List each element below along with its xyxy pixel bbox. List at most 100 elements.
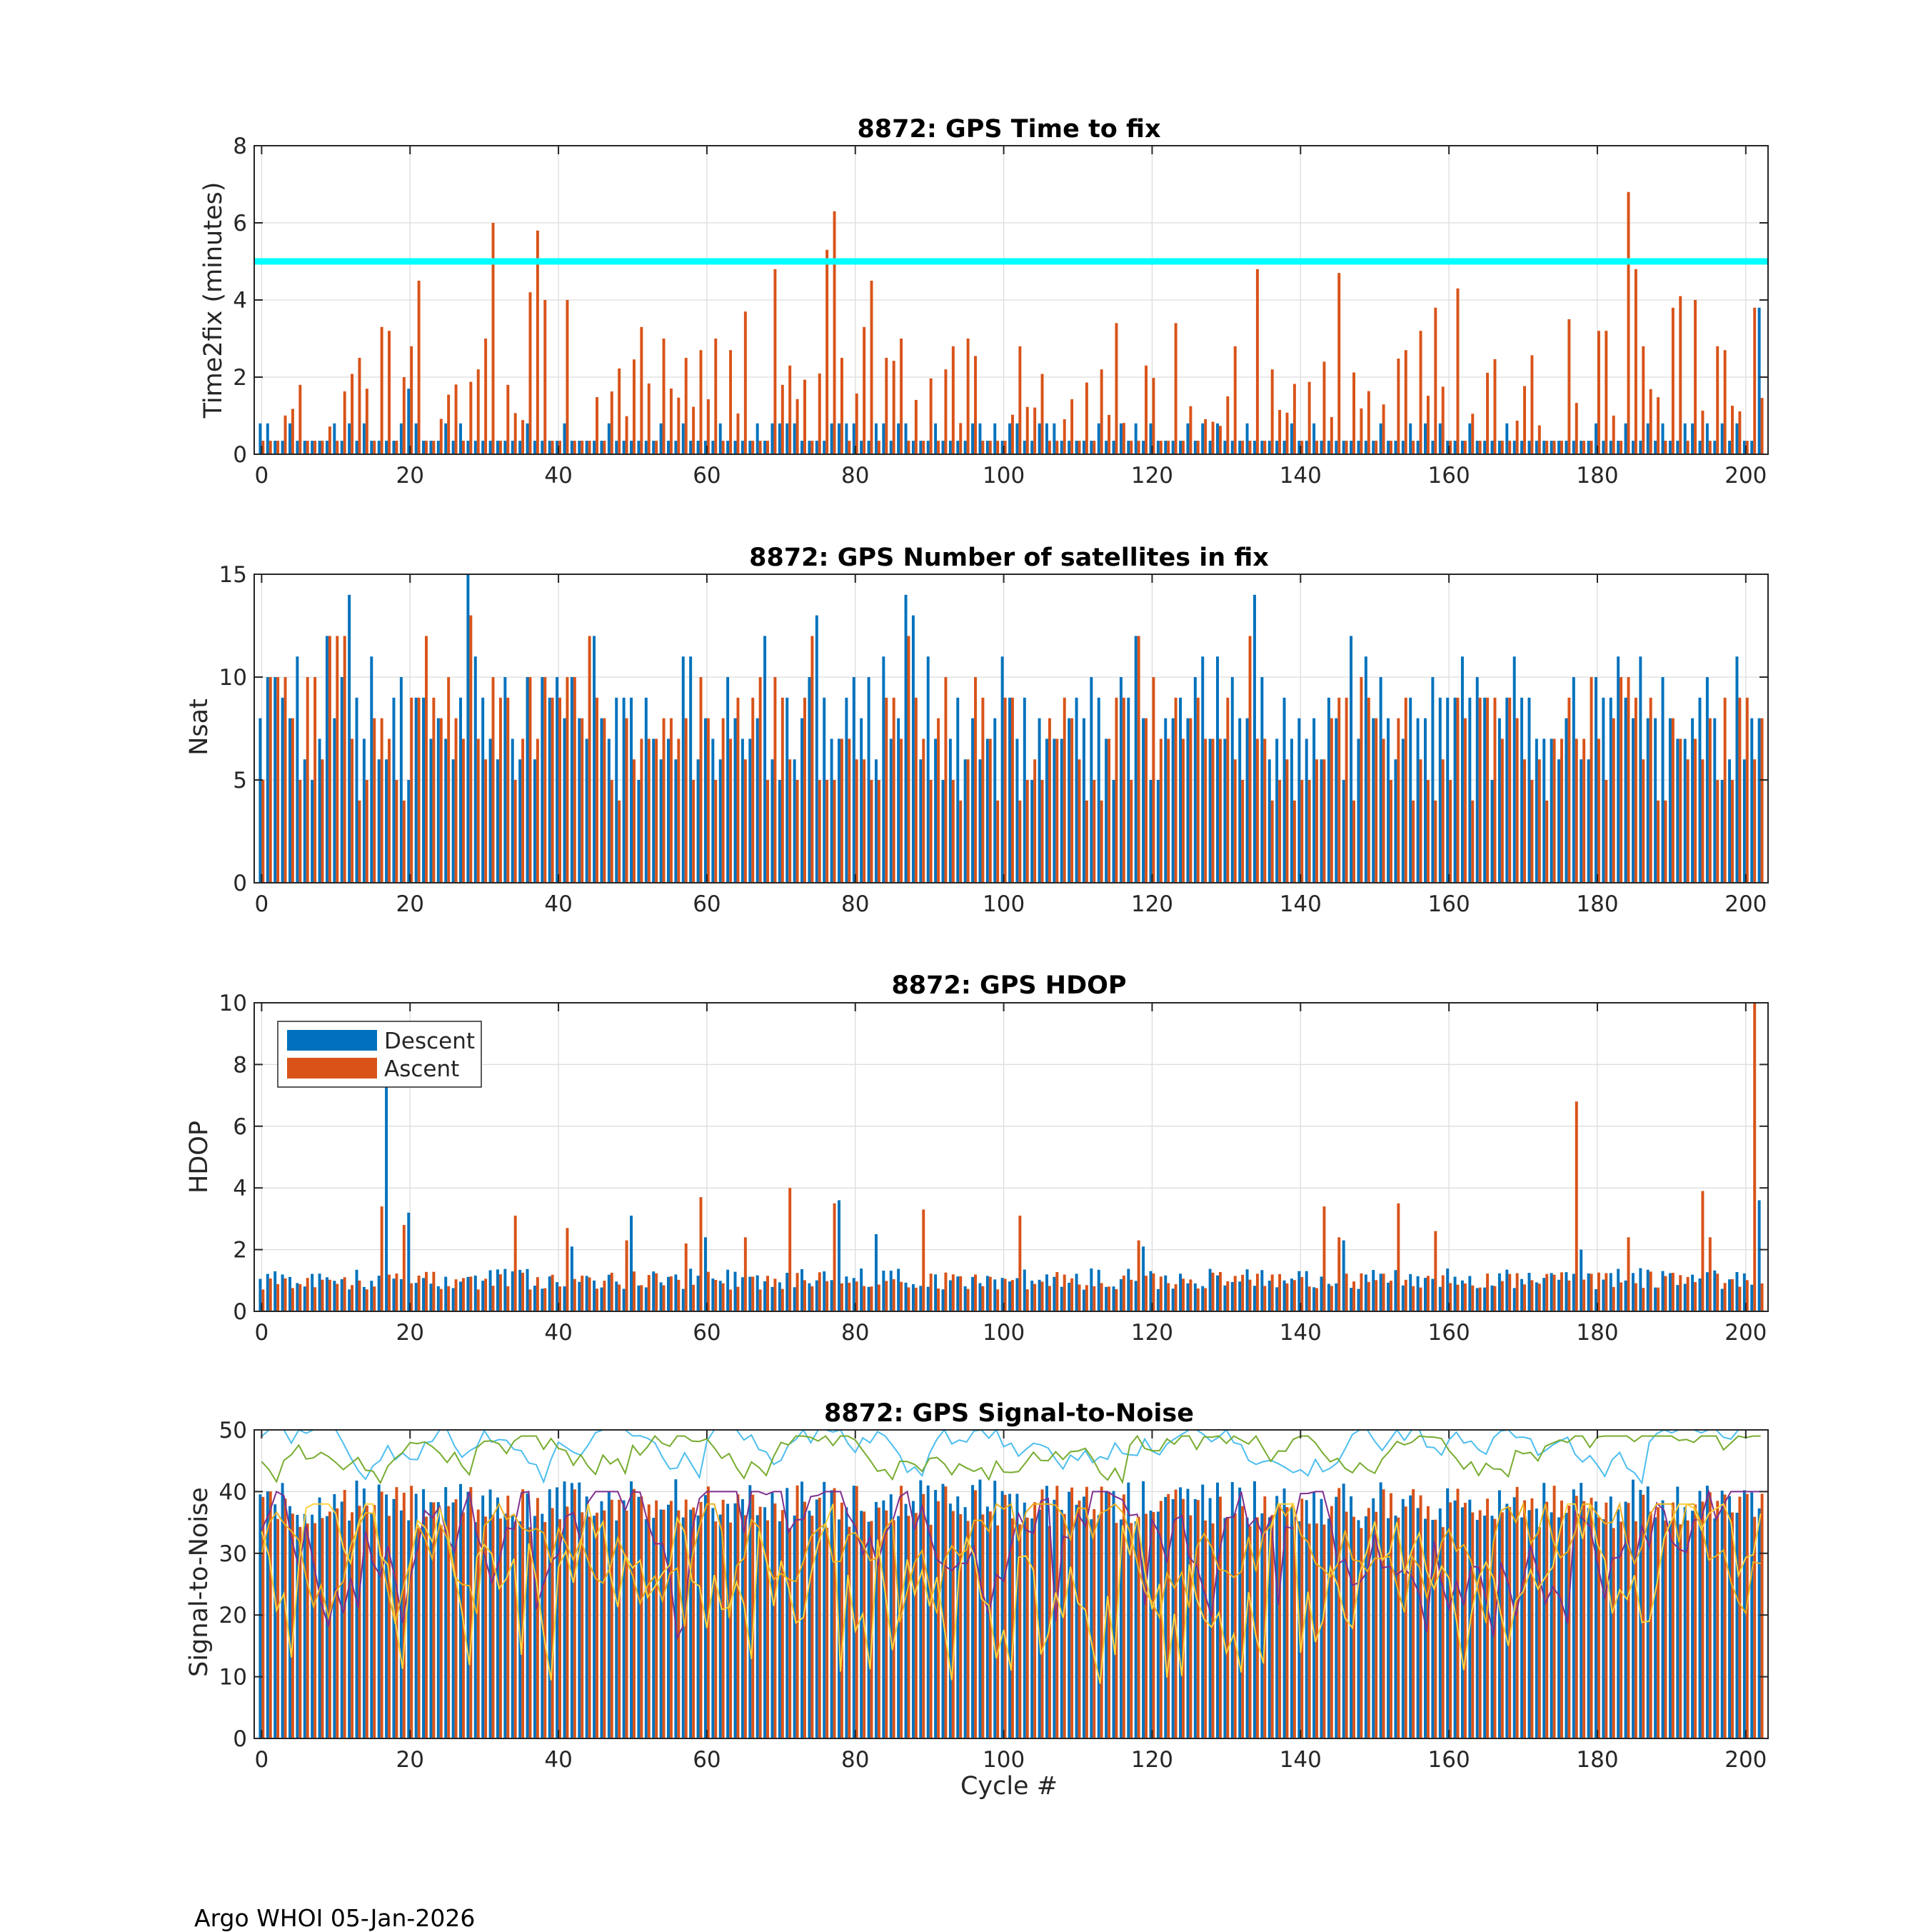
- ascent-bar: [729, 1522, 733, 1738]
- ascent-bar: [1694, 300, 1697, 454]
- ascent-bar: [551, 441, 554, 454]
- ascent-bar: [566, 1228, 569, 1311]
- descent-bar: [674, 759, 678, 883]
- ascent-bar: [780, 1510, 784, 1738]
- descent-bar: [1542, 441, 1546, 454]
- descent-bar: [763, 1281, 767, 1311]
- ascent-bar: [1404, 697, 1407, 883]
- descent-bar: [526, 1268, 529, 1311]
- descent-bar: [808, 441, 811, 454]
- descent-bar: [1082, 441, 1085, 454]
- ascent-bar: [1664, 441, 1667, 454]
- ascent-bar: [692, 406, 696, 454]
- ascent-bar: [321, 1279, 324, 1311]
- descent-bar: [1750, 1284, 1754, 1311]
- descent-bar: [838, 1200, 840, 1311]
- descent-bar: [1572, 1273, 1575, 1311]
- descent-bar: [556, 677, 559, 883]
- legend-swatch-ascent: [287, 1058, 377, 1078]
- descent-bar: [1475, 441, 1479, 454]
- descent-bar: [1416, 1276, 1420, 1311]
- descent-bar: [1624, 697, 1627, 883]
- ascent-bar: [1263, 739, 1267, 883]
- descent-bar: [659, 423, 663, 454]
- descent-bar: [644, 697, 648, 883]
- ascent-bar: [751, 697, 755, 883]
- descent-bar: [1698, 441, 1702, 454]
- ascent-bar: [1404, 350, 1407, 454]
- ascent-bar: [1441, 759, 1445, 883]
- descent-bar: [1060, 1286, 1063, 1311]
- descent-bar: [541, 1288, 544, 1311]
- ascent-bar: [818, 780, 821, 883]
- ascent-bar: [1182, 1498, 1185, 1738]
- ascent-bar: [1753, 1516, 1757, 1738]
- descent-bar: [1223, 739, 1227, 883]
- descent-bar: [1179, 1487, 1183, 1738]
- descent-bar: [1149, 1271, 1153, 1311]
- ascent-bar: [328, 636, 331, 883]
- ascent-bar: [1716, 780, 1719, 883]
- descent-bar: [1216, 423, 1219, 454]
- descent-bar: [399, 1510, 403, 1738]
- descent-bar: [1535, 739, 1538, 883]
- ascent-bar: [1189, 1515, 1193, 1738]
- x-tick-label: 180: [1576, 463, 1618, 489]
- ascent-bar: [1003, 441, 1007, 454]
- x-tick-label: 120: [1131, 891, 1173, 917]
- ascent-bar: [1701, 759, 1704, 883]
- descent-bar: [1127, 441, 1130, 454]
- descent-bar: [1446, 441, 1450, 454]
- ascent-bar: [454, 1279, 458, 1311]
- descent-bar: [1164, 718, 1168, 883]
- descent-bar: [615, 1520, 618, 1738]
- descent-bar: [1394, 1270, 1397, 1311]
- y-tick-label: 50: [219, 1418, 247, 1443]
- descent-bar: [481, 697, 485, 883]
- descent-bar: [630, 1216, 633, 1311]
- ascent-bar: [974, 1490, 977, 1738]
- descent-bar: [1639, 441, 1642, 454]
- ascent-bar: [402, 1225, 406, 1311]
- descent-bar: [1587, 441, 1590, 454]
- descent-bar: [1416, 718, 1420, 883]
- descent-bar: [1424, 423, 1427, 454]
- ascent-bar: [373, 441, 376, 454]
- ascent-bar: [736, 1494, 740, 1738]
- descent-bar: [1282, 1488, 1286, 1738]
- ascent-bar: [1360, 408, 1363, 454]
- ascent-bar: [818, 373, 821, 454]
- x-tick-label: 80: [841, 463, 869, 489]
- ascent-bar: [343, 1277, 346, 1311]
- ascent-bar: [1367, 1508, 1370, 1738]
- ascent-bar: [1159, 441, 1163, 454]
- descent-bar: [377, 441, 381, 454]
- ascent-bar: [1627, 1237, 1630, 1311]
- ascent-bar: [633, 359, 636, 454]
- ascent-bar: [1664, 1276, 1667, 1311]
- ascent-bar: [1426, 1276, 1430, 1311]
- descent-bar: [481, 1495, 485, 1738]
- ascent-bar: [1745, 441, 1749, 454]
- descent-bar: [1275, 1287, 1279, 1311]
- descent-bar: [897, 423, 900, 454]
- ascent-bar: [944, 1272, 948, 1311]
- descent-bar: [1431, 1519, 1435, 1738]
- descent-bar: [948, 1280, 952, 1311]
- ascent-bar: [907, 1287, 910, 1311]
- descent-bar: [466, 1276, 470, 1311]
- ascent-bar: [1515, 420, 1519, 454]
- ascent-bar: [447, 1286, 451, 1311]
- ascent-bar: [1145, 1276, 1148, 1311]
- ascent-bar: [1078, 441, 1081, 454]
- descent-bar: [1565, 441, 1568, 454]
- descent-bar: [533, 759, 536, 883]
- descent-bar: [288, 718, 291, 883]
- ascent-bar: [1515, 718, 1519, 883]
- ascent-bar: [469, 381, 473, 454]
- descent-bar: [1565, 1272, 1568, 1311]
- ascent-bar: [1159, 739, 1163, 883]
- ascent-bar: [1070, 1278, 1074, 1311]
- ascent-bar: [1345, 1273, 1348, 1311]
- descent-bar: [1557, 441, 1561, 454]
